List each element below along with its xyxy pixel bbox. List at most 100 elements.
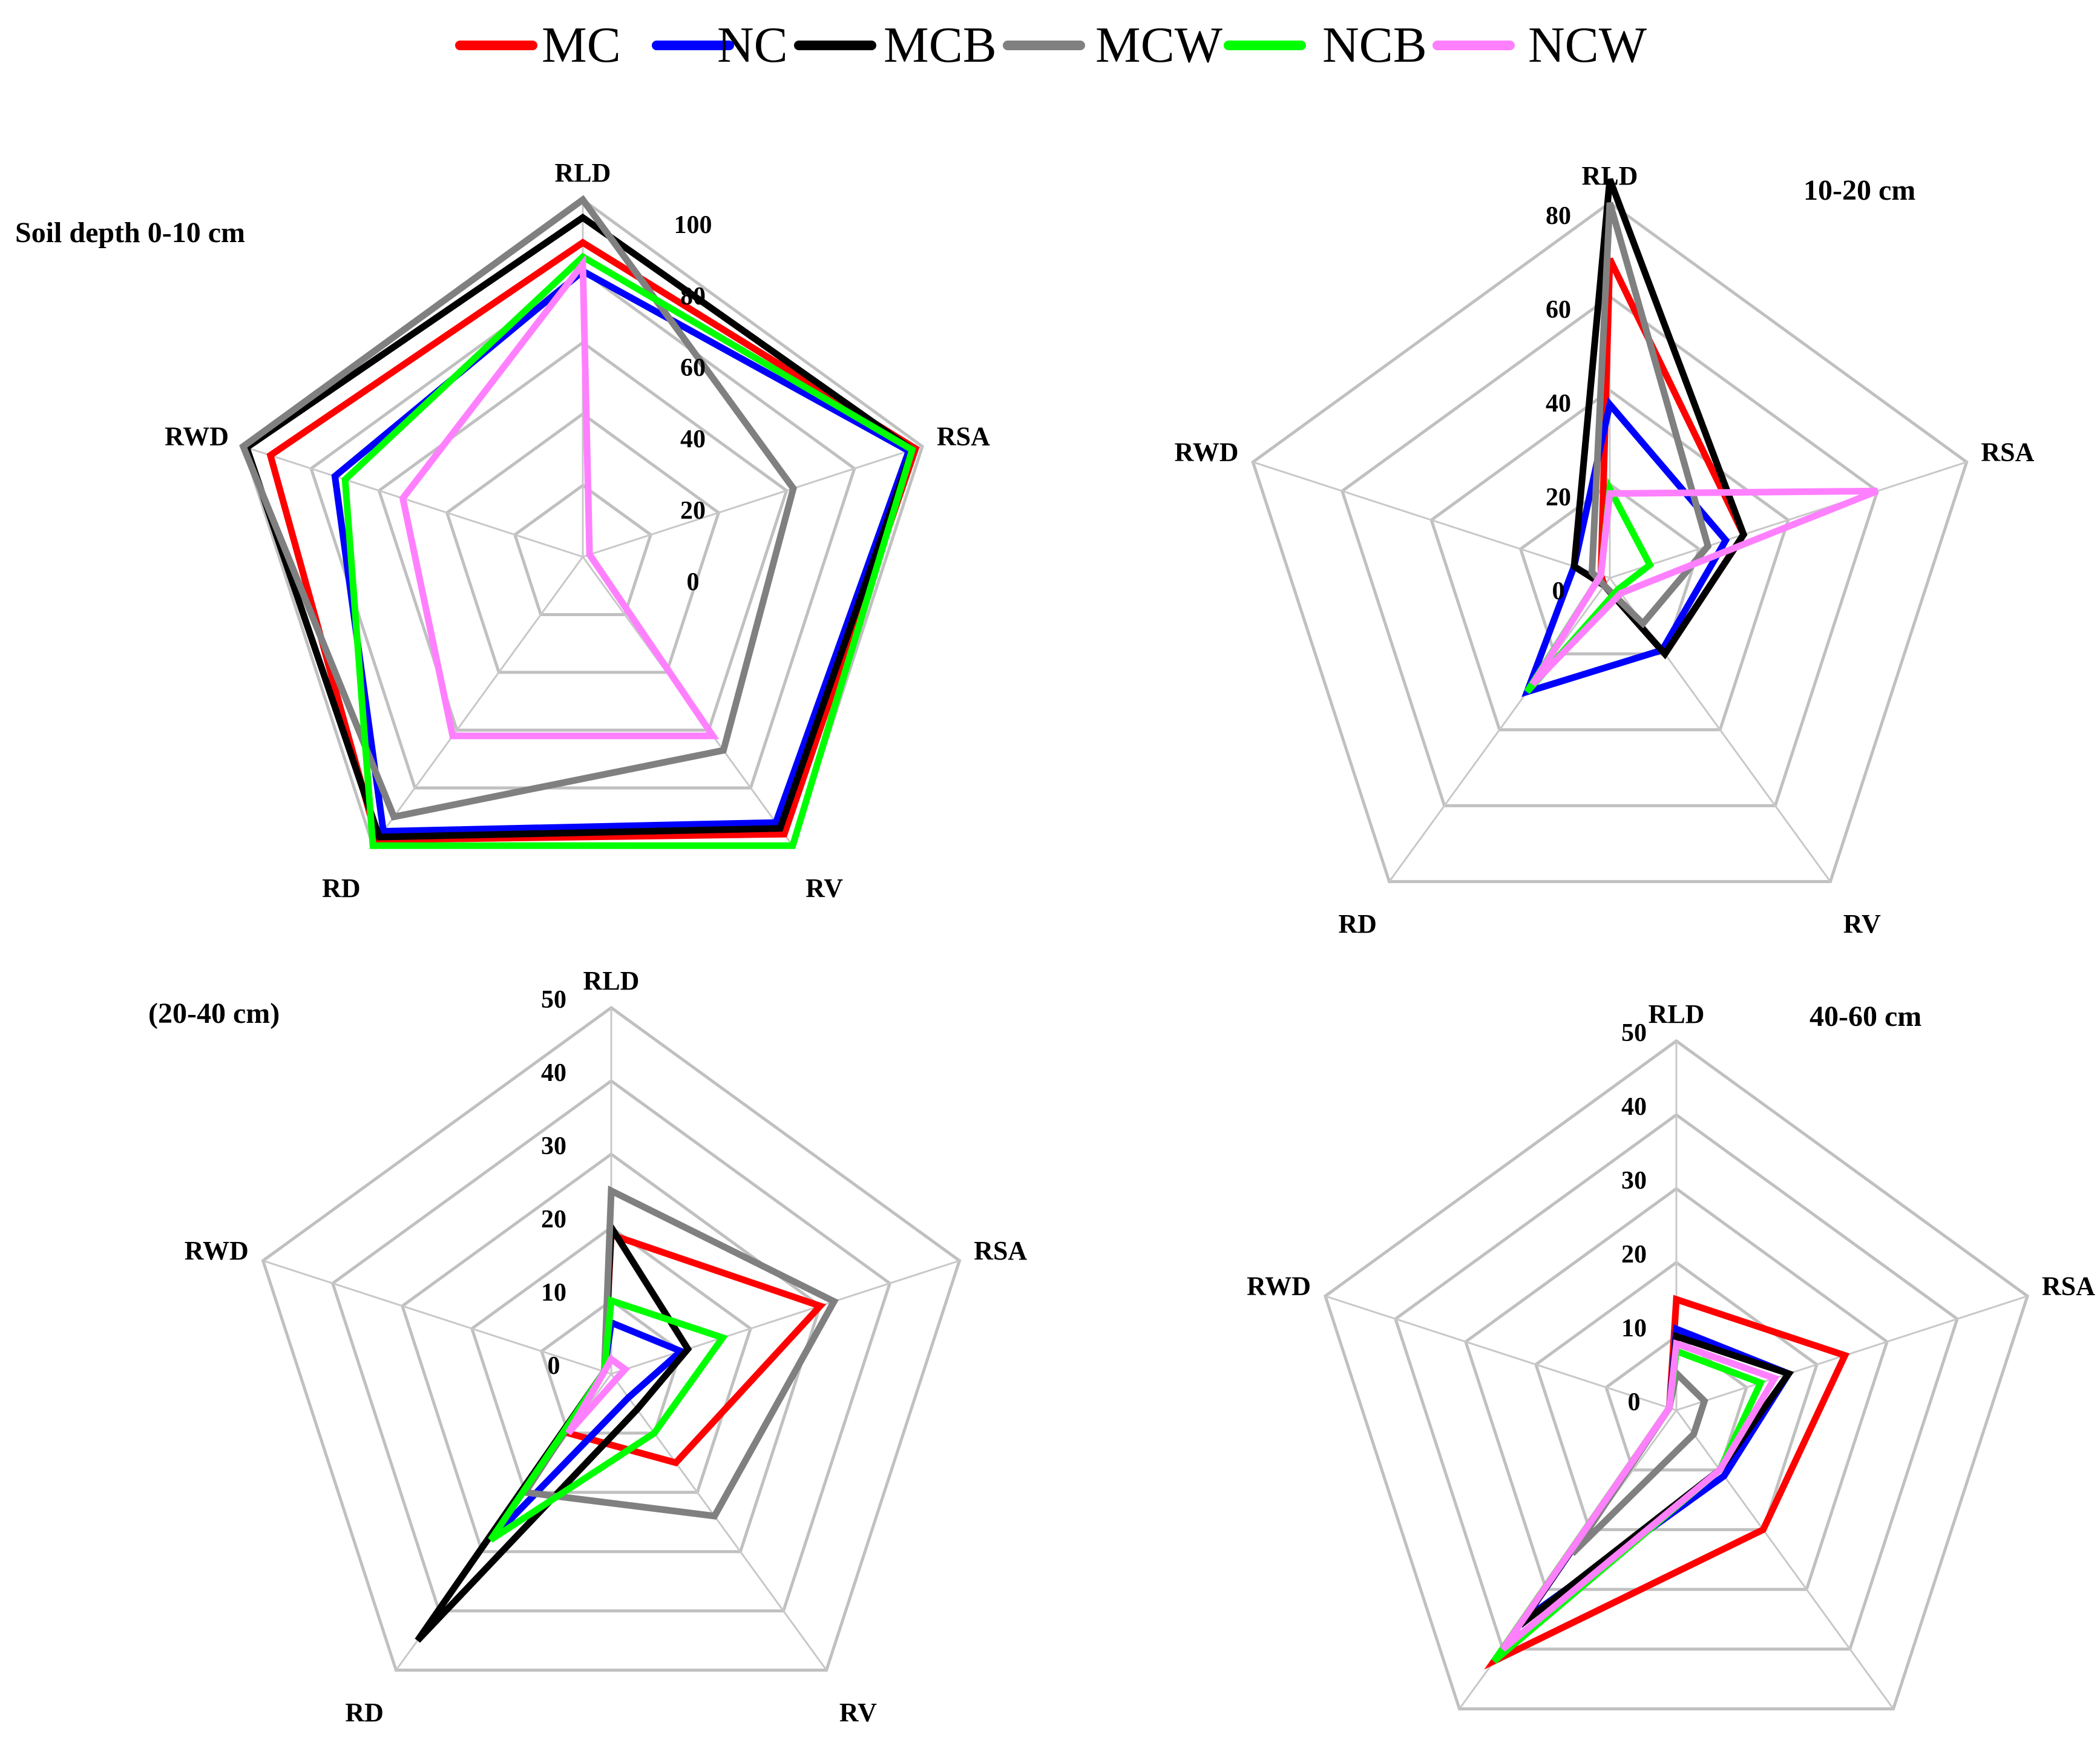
axis-label-rsa: RSA [1981, 437, 2034, 467]
tick-label: 0 [548, 1352, 560, 1380]
tick-label: 0 [687, 568, 700, 596]
grid-ring [330, 1079, 892, 1613]
tick-label: 60 [680, 354, 706, 382]
tick-label: 10 [1621, 1315, 1647, 1342]
legend-item-mcb: MCB [794, 17, 997, 73]
grid-ring [1429, 388, 1790, 732]
series-mcb [242, 213, 916, 841]
radar-panel-40-60cm: 01020304050RLDRSARVRDRWD40-60 cm [1247, 999, 2095, 1737]
tick-label: 0 [1628, 1388, 1641, 1416]
tick-label: 20 [680, 497, 706, 525]
series-ncb [488, 1296, 728, 1543]
grid-ring [1393, 1112, 1960, 1651]
panel-title: 10-20 cm [1803, 174, 1915, 206]
grid-spoke [243, 445, 583, 558]
grid-ring [1340, 294, 1880, 807]
axis-label-rld: RLD [1649, 999, 1705, 1029]
axis-label-rv: RV [1843, 909, 1881, 939]
series-mcw [239, 195, 797, 821]
grid-ring [1251, 200, 1969, 884]
grid-spoke [1675, 1410, 1894, 1710]
grid-ring [1518, 482, 1701, 655]
grid-spoke [1609, 461, 1967, 579]
axis-label-rsa: RSA [937, 422, 990, 451]
series-ncw [399, 254, 720, 740]
grid-ring [445, 412, 721, 674]
tick-label: 20 [541, 1206, 566, 1233]
tick-labels: 0 10 20 30 40 50 [541, 986, 566, 1380]
axis-label-rld: RLD [583, 966, 640, 996]
grid-ring [513, 483, 653, 616]
legend-label: MCW [1095, 17, 1223, 73]
tick-label: 50 [1621, 1019, 1647, 1047]
legend-label: NC [717, 17, 788, 73]
grid-spoke [1325, 1295, 1677, 1411]
radar-panel-20-40cm: 0 10 20 30 40 50 RLD RSA RV RD RWD (20-40 cm) [148, 966, 1027, 1727]
grid-ring [261, 1005, 962, 1672]
axis-label-rv: RV [806, 873, 843, 903]
tick-label: 0 [1552, 577, 1565, 605]
panel-title: (20-40 cm) [148, 997, 280, 1029]
tick-label: 100 [674, 211, 712, 239]
axis-label-rd: RD [322, 873, 361, 903]
grid-ring [1534, 1260, 1819, 1531]
series-ncw [565, 1354, 631, 1436]
grid-spoke [372, 556, 584, 847]
axis-labels: RLD RSA RV RD RWD [165, 158, 990, 903]
tick-label: 40 [680, 425, 706, 453]
series-ncw [1529, 487, 1879, 687]
tick-label: 30 [541, 1132, 566, 1160]
grid-spoke [582, 445, 923, 558]
grid-spoke [1252, 461, 1610, 579]
legend-item-nc: NC [652, 17, 788, 73]
axis-labels: RLD RSA RV RD RWD [185, 966, 1028, 1727]
axis-label-rld: RLD [555, 158, 611, 188]
radar-panel-0-10cm: 0 20 40 60 80 100 RLD RSA RV RD RWD Soil depth 0-10… [15, 158, 990, 903]
grid-spoke [1676, 1295, 2028, 1411]
panel-title: Soil depth 0-10 cm [15, 217, 245, 249]
tick-label: 40 [541, 1059, 566, 1087]
tick-label: 20 [1546, 484, 1571, 511]
grid-spoke [1388, 577, 1611, 882]
series-ncw [1500, 1339, 1780, 1652]
tick-labels: 0 20 40 60 80 [1546, 202, 1571, 605]
legend-label: MC [542, 17, 621, 73]
tick-label: 80 [1546, 202, 1571, 230]
tick-label: 80 [680, 283, 706, 310]
grid-ring [309, 269, 856, 790]
tick-label: 20 [1621, 1241, 1647, 1269]
series-mcw [1588, 202, 1712, 629]
series-nc [1521, 397, 1730, 697]
legend-item-ncw: NCW [1432, 17, 1647, 73]
legend-label: NCW [1528, 17, 1647, 73]
axis-label-rd: RD [1338, 909, 1377, 939]
tick-label: 40 [1621, 1093, 1647, 1121]
axis-label-rd: RD [345, 1698, 384, 1727]
grid-spoke [610, 1373, 827, 1671]
axis-label-rwd: RWD [1175, 437, 1239, 467]
tick-label: 10 [541, 1279, 566, 1307]
legend-item-ncb: NCB [1224, 17, 1427, 73]
axis-label-rwd: RWD [165, 422, 229, 451]
tick-labels: 0 20 40 60 80 100 [674, 211, 712, 596]
axis-label-rsa: RSA [974, 1236, 1027, 1266]
grid-ring [470, 1225, 753, 1494]
grid-spoke [263, 1259, 612, 1375]
legend-item-mc: MC [455, 17, 621, 73]
grid-ring [1323, 1039, 2030, 1710]
grid-ring [1463, 1186, 1889, 1591]
grid-ring [1604, 1334, 1748, 1472]
axis-label-rwd: RWD [185, 1236, 249, 1266]
axis-label-rwd: RWD [1247, 1272, 1311, 1301]
axis-label-rld: RLD [1582, 161, 1638, 191]
axis-label-rsa: RSA [2042, 1272, 2095, 1301]
grid-spoke [611, 1259, 960, 1375]
grid [1251, 200, 1969, 884]
axis-label-rv: RV [839, 1698, 877, 1727]
tick-labels: 0 10 20 30 40 50 [1621, 1019, 1647, 1416]
tick-label: 60 [1546, 296, 1571, 324]
series-nc [331, 267, 913, 835]
legend-label: NCB [1322, 17, 1427, 73]
